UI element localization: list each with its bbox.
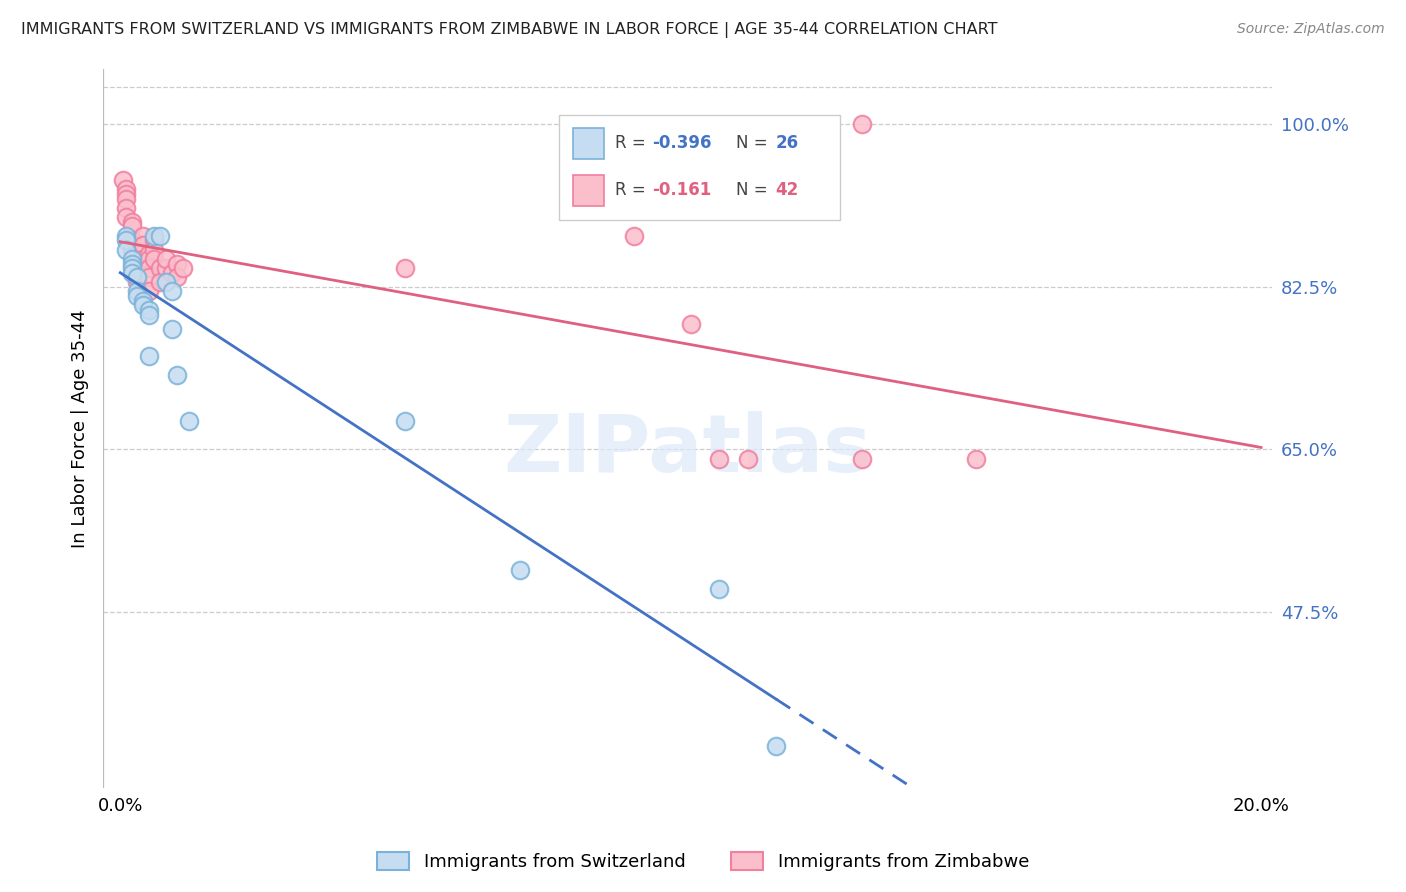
Point [765, 739, 787, 754]
Point [143, 252, 166, 266]
Point [121, 219, 143, 234]
Point [115, 182, 138, 196]
Point [394, 261, 416, 276]
Point [709, 582, 731, 596]
Point [132, 228, 155, 243]
Point [138, 270, 160, 285]
Point [709, 451, 731, 466]
Point [127, 270, 149, 285]
Point [160, 285, 183, 299]
Text: ZIPatlas: ZIPatlas [503, 411, 872, 489]
Point [394, 414, 416, 428]
Point [121, 266, 143, 280]
Point [160, 266, 183, 280]
Text: Source: ZipAtlas.com: Source: ZipAtlas.com [1237, 22, 1385, 37]
Point [127, 243, 149, 257]
Point [143, 233, 166, 247]
Point [121, 233, 143, 247]
Point [149, 228, 172, 243]
Point [138, 350, 160, 364]
Point [623, 228, 645, 243]
Point [965, 451, 987, 466]
Point [115, 192, 138, 206]
Point [143, 228, 166, 243]
Point [138, 247, 160, 261]
Point [127, 289, 149, 303]
Point [166, 368, 188, 382]
Point [121, 256, 143, 270]
Point [166, 270, 188, 285]
Point [132, 238, 155, 252]
Point [172, 261, 194, 276]
Point [138, 285, 160, 299]
Point [679, 317, 702, 331]
Text: IMMIGRANTS FROM SWITZERLAND VS IMMIGRANTS FROM ZIMBABWE IN LABOR FORCE | AGE 35-: IMMIGRANTS FROM SWITZERLAND VS IMMIGRANT… [21, 22, 998, 38]
Point [166, 256, 188, 270]
Point [132, 252, 155, 266]
Point [177, 414, 200, 428]
Y-axis label: In Labor Force | Age 35-44: In Labor Force | Age 35-44 [72, 309, 89, 548]
Point [121, 215, 143, 229]
Point [155, 261, 177, 276]
Legend: Immigrants from Switzerland, Immigrants from Zimbabwe: Immigrants from Switzerland, Immigrants … [370, 845, 1036, 879]
Point [115, 210, 138, 224]
Point [121, 243, 143, 257]
Point [851, 451, 873, 466]
Point [127, 285, 149, 299]
Point [138, 308, 160, 322]
Point [127, 275, 149, 289]
Point [121, 238, 143, 252]
Point [115, 243, 138, 257]
Point [155, 252, 177, 266]
Point [132, 293, 155, 308]
Point [121, 261, 143, 276]
Point [132, 298, 155, 312]
Point [851, 117, 873, 131]
Point [115, 201, 138, 215]
Point [149, 261, 172, 276]
Point [138, 261, 160, 276]
Point [160, 321, 183, 335]
Point [138, 252, 160, 266]
Point [127, 247, 149, 261]
Point [121, 252, 143, 266]
Point [143, 243, 166, 257]
Point [115, 233, 138, 247]
Point [115, 186, 138, 201]
Point [127, 252, 149, 266]
Point [112, 173, 135, 187]
Point [149, 275, 172, 289]
Point [509, 563, 531, 577]
Point [138, 302, 160, 317]
Point [737, 451, 759, 466]
Point [155, 275, 177, 289]
Point [115, 228, 138, 243]
